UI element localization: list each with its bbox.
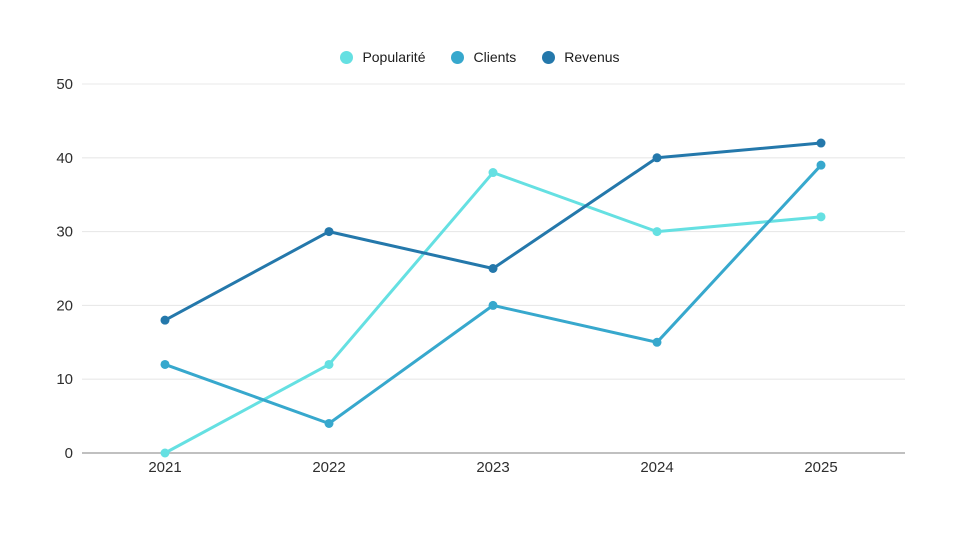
- data-point-revenus[interactable]: [652, 153, 662, 163]
- data-point-clients[interactable]: [652, 337, 662, 347]
- data-point-revenus[interactable]: [816, 138, 826, 148]
- legend-item-clients[interactable]: Clients: [451, 50, 516, 64]
- x-tick-label: 2024: [640, 459, 673, 476]
- x-tick-label: 2025: [804, 459, 837, 476]
- data-point-popularite[interactable]: [324, 359, 334, 369]
- chart-legend: Popularité Clients Revenus: [0, 47, 960, 67]
- y-tick-label: 20: [56, 297, 73, 314]
- data-point-revenus[interactable]: [160, 315, 170, 325]
- data-point-clients[interactable]: [324, 418, 334, 428]
- data-point-popularite[interactable]: [488, 168, 498, 178]
- legend-item-popularite[interactable]: Popularité: [340, 50, 425, 64]
- legend-item-label: Revenus: [564, 49, 620, 65]
- y-tick-label: 50: [56, 76, 73, 93]
- series-line-clients: [163, 163, 823, 425]
- y-tick-label: 30: [56, 224, 73, 241]
- data-point-clients[interactable]: [816, 160, 826, 170]
- legend-marker-icon: [542, 50, 556, 64]
- legend-item-label: Popularité: [362, 49, 426, 65]
- data-point-clients[interactable]: [488, 300, 498, 310]
- x-tick-label: 2022: [312, 459, 345, 476]
- legend-item-label: Clients: [473, 49, 517, 65]
- data-point-revenus[interactable]: [488, 264, 498, 273]
- y-tick-label: 10: [56, 371, 73, 388]
- data-point-popularite[interactable]: [652, 227, 662, 237]
- legend-marker-icon: [340, 50, 354, 64]
- y-tick-label: 40: [56, 150, 73, 167]
- data-point-popularite[interactable]: [816, 212, 826, 222]
- x-tick-label: 2021: [148, 459, 181, 476]
- data-point-popularite[interactable]: [160, 448, 170, 458]
- data-point-revenus[interactable]: [324, 227, 334, 237]
- legend-item-revenus[interactable]: Revenus: [542, 49, 620, 65]
- data-point-clients[interactable]: [160, 359, 170, 369]
- series-line-popularite: [163, 171, 823, 455]
- y-tick-label: 0: [65, 445, 73, 462]
- legend-marker-icon: [451, 50, 465, 64]
- x-tick-label: 2023: [476, 459, 509, 476]
